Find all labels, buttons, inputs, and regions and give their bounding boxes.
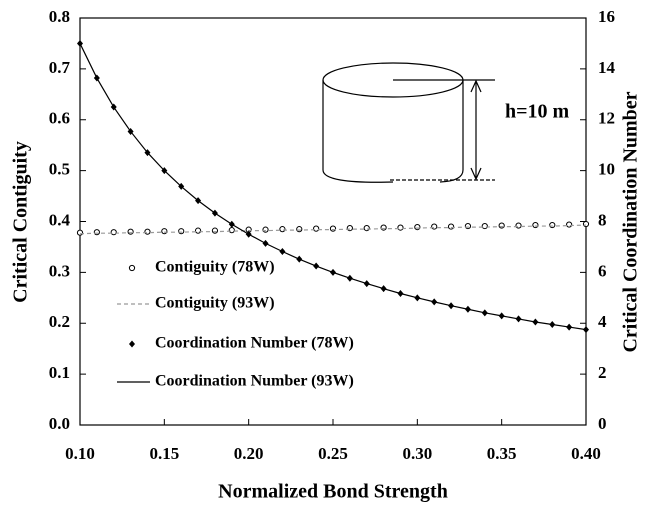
y-tick-label: 0.8 — [49, 7, 70, 26]
legend-label: Contiguity (93W) — [155, 295, 275, 312]
data-point — [228, 227, 235, 234]
y-axis-title: Critical Contiguity — [10, 141, 32, 303]
data-point — [194, 227, 202, 234]
y-tick-label: 0.0 — [49, 414, 70, 433]
data-point — [464, 222, 472, 230]
data-point — [279, 226, 286, 233]
series-line — [79, 224, 587, 235]
y-tick-label: 0.6 — [49, 109, 70, 128]
y2-tick-label: 12 — [598, 109, 615, 128]
data-point — [380, 224, 387, 231]
annotation: h=10 m — [505, 101, 570, 123]
data-point — [211, 227, 219, 234]
x-tick-label: 0.15 — [149, 444, 179, 463]
data-point — [346, 225, 353, 232]
legend-label: Coordination Number (78W) — [155, 335, 354, 352]
data-point — [515, 222, 522, 229]
data-point — [313, 225, 320, 232]
y2-tick-label: 0 — [598, 414, 607, 433]
inset-diagram — [322, 62, 495, 183]
legend-marker — [128, 264, 136, 272]
legend-label: Contiguity (78W) — [155, 259, 275, 276]
y2-tick-label: 2 — [598, 363, 607, 382]
data-point — [414, 223, 421, 231]
y-tick-label: 0.1 — [49, 363, 70, 382]
legend-marker — [129, 340, 135, 348]
data-point — [481, 222, 488, 230]
x-tick-label: 0.25 — [318, 444, 348, 463]
data-point — [549, 221, 556, 229]
y-tick-label: 0.3 — [49, 261, 70, 280]
y-tick-label: 0.4 — [49, 210, 71, 229]
plot-frame — [79, 17, 587, 426]
data-point — [447, 223, 455, 230]
x-tick-label: 0.20 — [234, 444, 264, 463]
data-point — [532, 221, 539, 229]
data-point — [76, 229, 84, 236]
data-point — [582, 220, 590, 228]
data-point — [397, 224, 404, 231]
data-point — [110, 229, 117, 236]
x-tick-label: 0.10 — [65, 444, 95, 463]
series-line — [79, 43, 587, 331]
y2-tick-label: 8 — [598, 210, 607, 229]
x-tick-label: 0.35 — [487, 444, 517, 463]
data-point — [262, 226, 269, 233]
x-tick-label: 0.30 — [402, 444, 432, 463]
data-point — [127, 228, 134, 235]
data-point — [363, 225, 370, 232]
data-point — [329, 225, 337, 232]
y2-tick-label: 6 — [598, 261, 607, 280]
data-point — [144, 228, 151, 235]
data-point — [431, 223, 438, 230]
x-tick-label: 0.40 — [571, 444, 601, 463]
data-point — [161, 228, 168, 235]
y-tick-label: 0.5 — [49, 160, 70, 179]
y-tick-label: 0.2 — [49, 312, 70, 331]
y2-tick-label: 16 — [598, 7, 615, 26]
y2-tick-label: 14 — [598, 58, 616, 77]
y2-axis-title: Critical Coordination Number — [620, 91, 642, 352]
data-point — [93, 229, 100, 236]
y2-tick-label: 10 — [598, 160, 615, 179]
data-point — [566, 221, 573, 228]
x-axis-title: Normalized Bond Strength — [218, 481, 448, 503]
y-tick-label: 0.7 — [49, 58, 71, 77]
data-point — [178, 228, 185, 235]
y2-tick-label: 4 — [598, 312, 607, 331]
legend-label: Coordination Number (93W) — [155, 373, 354, 390]
data-point — [296, 226, 303, 233]
data-point — [498, 222, 505, 229]
